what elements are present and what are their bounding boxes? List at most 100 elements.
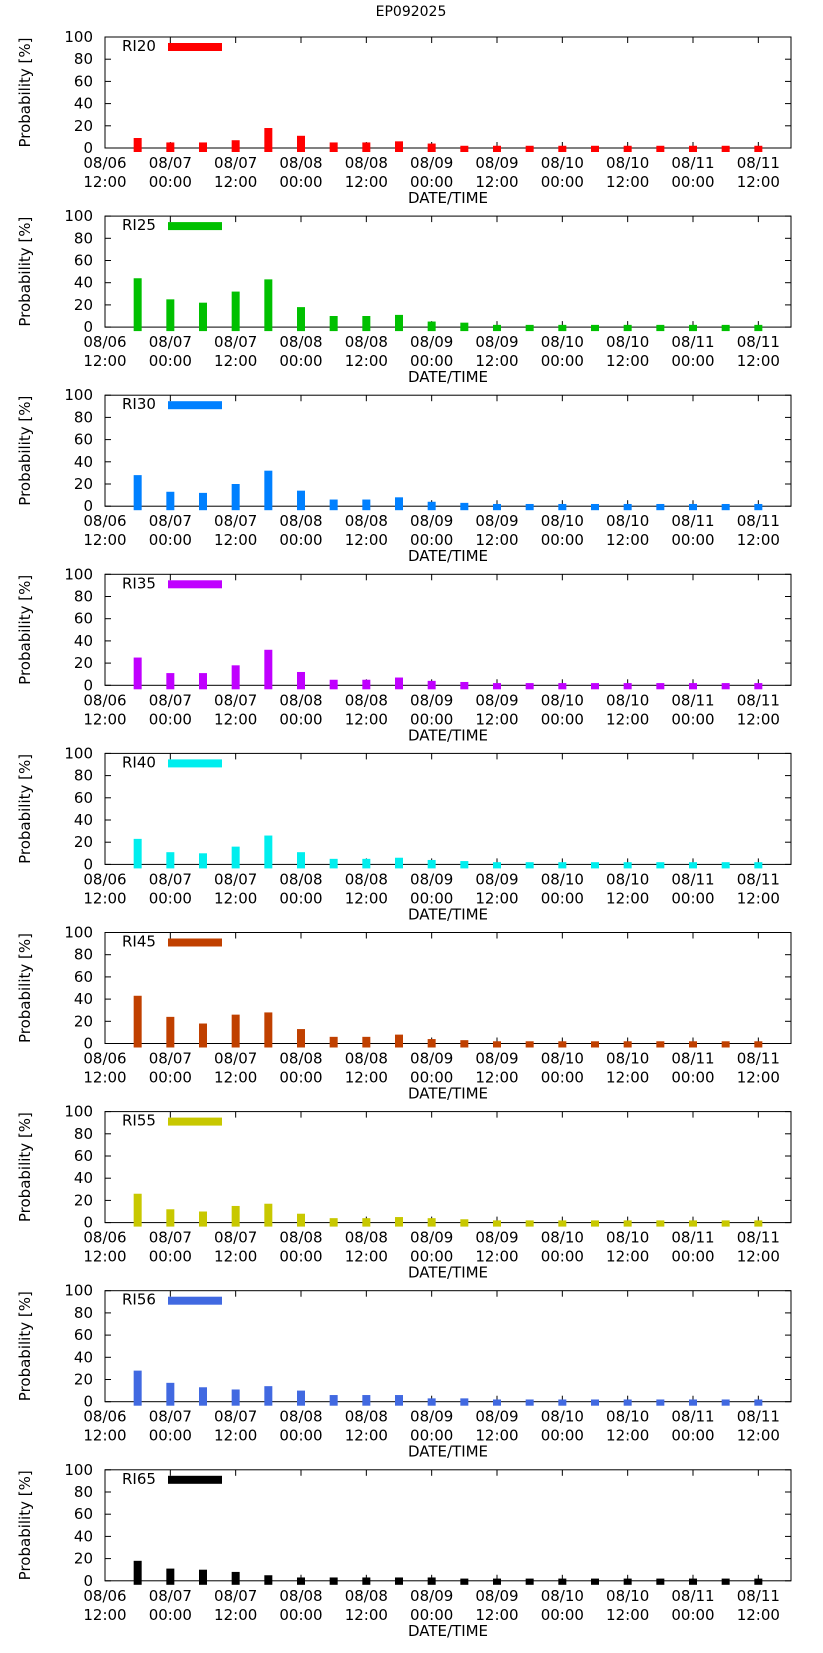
bar-ri25	[264, 279, 273, 332]
bar-ri45	[689, 1041, 697, 1048]
bar-ri55	[166, 1209, 175, 1227]
x-tick-label-time: 12:00	[475, 1606, 518, 1624]
bar-ri55	[721, 1220, 730, 1227]
bar-ri40	[558, 862, 567, 869]
bar-ri35	[264, 649, 273, 690]
x-tick-label-time: 12:00	[83, 1248, 126, 1266]
plot-frame	[104, 752, 792, 865]
bar-ri65	[264, 1575, 273, 1585]
x-tick-label-date: 08/11	[737, 691, 780, 709]
x-tick-label-time: 12:00	[214, 1069, 257, 1087]
y-tick-label: 100	[64, 924, 93, 942]
bar-ri35	[689, 683, 697, 690]
x-tick-label-time: 00:00	[671, 1427, 714, 1445]
x-tick-label-date: 08/10	[541, 154, 584, 172]
x-tick-label-time: 00:00	[279, 531, 322, 549]
y-tick-label: 60	[74, 1505, 93, 1523]
y-tick-label: 100	[64, 1461, 93, 1479]
x-tick-label-date: 08/07	[149, 691, 192, 709]
x-tick-label-date: 08/06	[83, 691, 126, 709]
x-tick-label-time: 00:00	[410, 1248, 453, 1266]
bar-ri45	[395, 1034, 403, 1048]
y-axis-label: Probability [%]	[16, 933, 34, 1043]
y-tick-label: 80	[74, 50, 93, 68]
bar-ri35	[721, 683, 730, 690]
bar-ri40	[656, 862, 665, 869]
bar-ri56	[166, 1382, 175, 1406]
bar-ri25	[297, 307, 305, 332]
bar-ri55	[493, 1220, 501, 1227]
bar-ri45	[623, 1041, 632, 1048]
bar-ri40	[231, 846, 240, 869]
x-tick-label-date: 08/07	[149, 870, 192, 888]
bar-ri20	[362, 142, 371, 152]
x-tick-label-date: 08/11	[737, 1587, 780, 1605]
bar-ri40	[329, 858, 338, 869]
plot-frame	[104, 1111, 792, 1224]
x-tick-label-date: 08/08	[345, 691, 388, 709]
x-tick-label-time: 00:00	[541, 531, 584, 549]
y-tick-label: 60	[74, 252, 93, 270]
legend-swatch	[168, 401, 222, 410]
y-tick-label: 40	[74, 274, 93, 292]
x-tick-label-date: 08/10	[541, 691, 584, 709]
bar-ri45	[166, 1016, 175, 1048]
x-tick-label-time: 12:00	[606, 1069, 649, 1087]
bar-ri30	[133, 475, 142, 511]
bar-ri20	[199, 142, 207, 152]
bar-ri55	[329, 1218, 338, 1227]
bar-ri45	[493, 1041, 501, 1048]
x-tick-label-date: 08/11	[737, 512, 780, 530]
x-tick-label-date: 08/09	[410, 1408, 453, 1426]
x-tick-label-time: 00:00	[410, 710, 453, 728]
bar-ri20	[754, 145, 763, 152]
bar-ri45	[329, 1036, 338, 1048]
bar-ri45	[133, 995, 142, 1048]
y-tick-label: 60	[74, 72, 93, 90]
legend-label: RI65	[122, 1470, 156, 1488]
x-tick-label-date: 08/11	[671, 1408, 714, 1426]
bar-ri20	[558, 145, 567, 152]
x-tick-label-date: 08/06	[83, 154, 126, 172]
y-tick-label: 0	[83, 139, 93, 157]
x-tick-label-time: 00:00	[279, 1069, 322, 1087]
bar-ri55	[460, 1219, 469, 1227]
bar-ri20	[231, 140, 240, 152]
x-tick-label-date: 08/08	[345, 1050, 388, 1068]
bar-ri30	[395, 497, 403, 511]
x-tick-label-time: 12:00	[345, 889, 388, 907]
x-tick-label-time: 00:00	[149, 889, 192, 907]
bar-ri65	[199, 1569, 207, 1585]
x-tick-label-time: 12:00	[737, 1069, 780, 1087]
bar-ri56	[362, 1395, 371, 1406]
y-tick-label: 40	[74, 632, 93, 650]
bar-ri20	[297, 135, 305, 152]
bar-ri65	[427, 1577, 436, 1585]
x-tick-label-time: 12:00	[83, 173, 126, 191]
bar-ri65	[721, 1578, 730, 1585]
y-tick-label: 20	[74, 296, 93, 314]
bar-ri55	[231, 1205, 240, 1227]
x-tick-label-date: 08/09	[475, 512, 518, 530]
bar-ri40	[460, 861, 469, 869]
x-tick-label-time: 12:00	[475, 710, 518, 728]
bar-ri25	[623, 324, 632, 332]
x-tick-label-time: 12:00	[737, 531, 780, 549]
bar-ri45	[525, 1041, 534, 1048]
bar-ri35	[395, 677, 403, 690]
bar-ri55	[656, 1220, 665, 1227]
x-tick-label-time: 12:00	[345, 710, 388, 728]
bar-ri65	[231, 1571, 240, 1585]
x-tick-label-date: 08/09	[475, 1050, 518, 1068]
x-axis-label: DATE/TIME	[408, 547, 488, 565]
y-tick-label: 20	[74, 1012, 93, 1030]
bar-ri35	[329, 679, 338, 690]
bar-ri56	[264, 1386, 273, 1406]
bar-ri25	[427, 321, 436, 332]
x-tick-label-date: 08/07	[214, 691, 257, 709]
x-tick-label-date: 08/06	[83, 1587, 126, 1605]
plot-frame	[104, 1469, 792, 1582]
